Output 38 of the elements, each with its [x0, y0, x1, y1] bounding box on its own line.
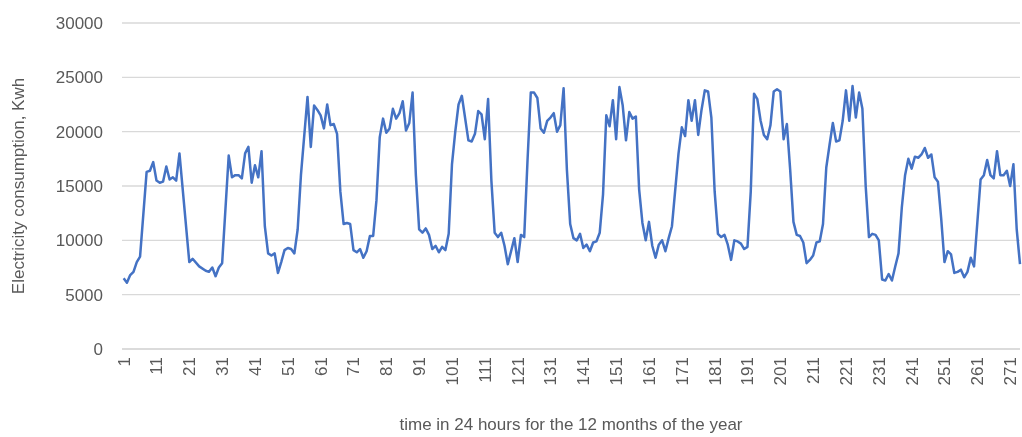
x-axis-title: time in 24 hours for the 12 months of the year	[399, 415, 743, 434]
x-tick-label: 201	[771, 357, 791, 386]
x-tick-label: 231	[869, 357, 889, 386]
x-tick-label: 121	[508, 357, 528, 386]
x-tick-label: 81	[377, 357, 397, 376]
y-tick-label: 25000	[55, 68, 103, 88]
x-tick-label: 251	[935, 357, 955, 386]
x-tick-label: 241	[902, 357, 922, 386]
x-tick-label: 11	[147, 357, 167, 375]
y-tick-label: 0	[93, 339, 103, 359]
x-tick-label: 261	[968, 357, 988, 386]
y-tick-label: 10000	[55, 231, 103, 251]
x-tick-label: 141	[574, 357, 594, 386]
x-tick-label: 41	[245, 357, 265, 376]
x-tick-label: 51	[278, 357, 298, 376]
y-axis-title: Electricity consumption, Kwh	[9, 77, 28, 295]
x-tick-label: 211	[804, 357, 824, 385]
x-tick-label: 71	[344, 357, 364, 376]
x-tick-label: 181	[705, 357, 725, 386]
y-tick-label: 30000	[55, 13, 103, 33]
line-series	[122, 84, 1022, 284]
y-tick-label: 20000	[55, 122, 103, 142]
x-tick-label: 111	[475, 357, 495, 383]
x-tick-label: 31	[213, 357, 233, 376]
x-tick-label: 131	[541, 357, 561, 386]
x-tick-label: 221	[836, 357, 856, 386]
x-tick-label: 161	[639, 357, 659, 386]
x-tick-label: 171	[672, 357, 692, 386]
y-tick-label: 15000	[55, 176, 103, 196]
y-tick-label: 5000	[65, 285, 103, 305]
x-tick-label: 61	[311, 357, 331, 376]
x-tick-label: 101	[442, 357, 462, 386]
x-tick-label: 1	[114, 357, 134, 367]
x-tick-label: 91	[410, 357, 430, 376]
x-tick-label: 151	[607, 357, 627, 386]
x-tick-label: 271	[1001, 357, 1021, 386]
x-tick-label: 191	[738, 357, 758, 386]
x-tick-label: 21	[180, 357, 200, 376]
